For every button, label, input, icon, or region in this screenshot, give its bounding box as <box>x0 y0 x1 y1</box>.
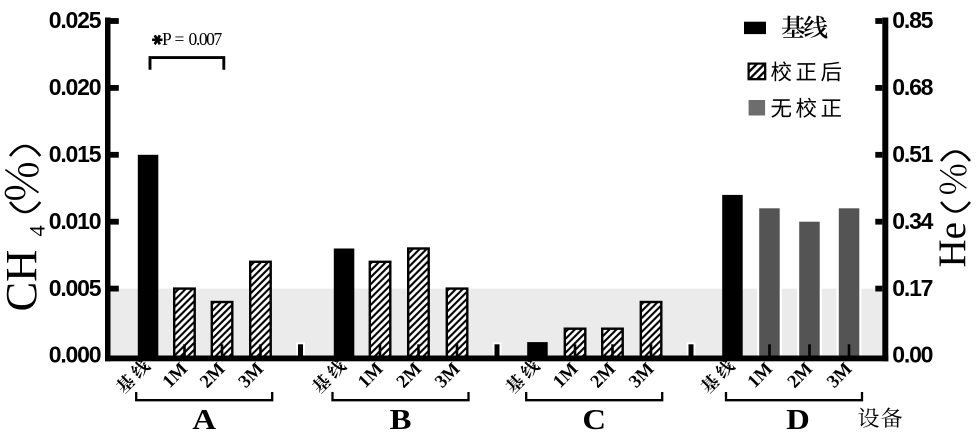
svg-text:4: 4 <box>24 225 49 236</box>
svg-text:0.015: 0.015 <box>49 141 102 167</box>
svg-text:0.85: 0.85 <box>892 7 933 33</box>
svg-text:0.68: 0.68 <box>892 74 933 100</box>
svg-text:A: A <box>192 403 216 436</box>
svg-text:0.010: 0.010 <box>49 208 101 234</box>
svg-text:0.17: 0.17 <box>892 275 932 301</box>
svg-text:0.025: 0.025 <box>49 7 102 33</box>
svg-text:0.000: 0.000 <box>49 342 101 368</box>
svg-text:0.020: 0.020 <box>49 74 101 100</box>
svg-text:0.34: 0.34 <box>892 208 933 234</box>
svg-text:=: = <box>175 29 185 49</box>
svg-text:D: D <box>786 403 810 436</box>
svg-text:0.51: 0.51 <box>892 141 933 167</box>
svg-text:0.00: 0.00 <box>892 342 932 368</box>
svg-text:0.005: 0.005 <box>49 275 102 301</box>
svg-text:P: P <box>162 29 172 49</box>
svg-text:He: He <box>931 222 974 267</box>
svg-text:0.007: 0.007 <box>189 29 223 49</box>
svg-text:C: C <box>582 403 606 436</box>
svg-text:CH: CH <box>0 250 46 312</box>
svg-text:B: B <box>390 403 412 436</box>
